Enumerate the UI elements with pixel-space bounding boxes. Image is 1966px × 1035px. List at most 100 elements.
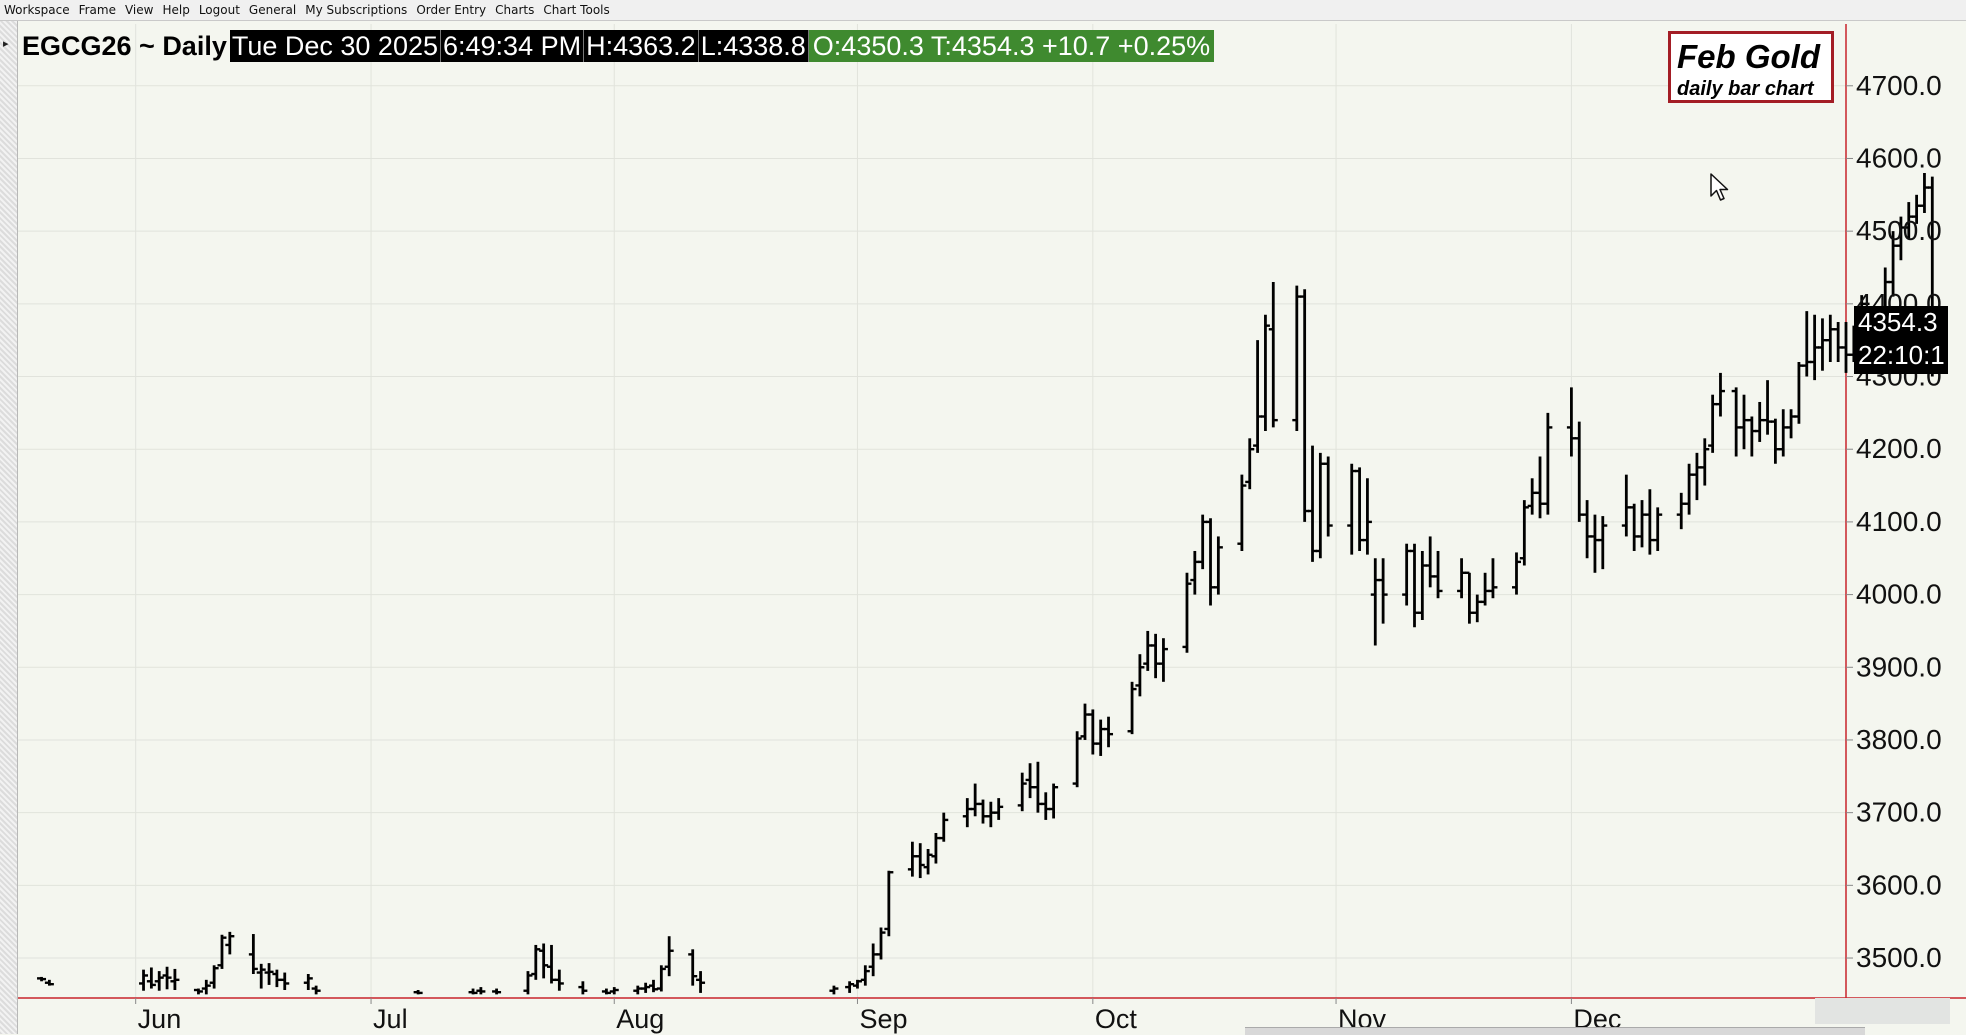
menu-item-general[interactable]: General <box>248 3 297 17</box>
header-time: 6:49:34 PM <box>441 30 585 62</box>
ohlc-bar <box>476 987 486 995</box>
ohlc-bar <box>868 943 878 977</box>
ohlc-bar <box>1025 763 1035 799</box>
ohlc-bar <box>546 944 556 984</box>
ohlc-bar <box>633 985 643 995</box>
ohlc-bar <box>578 981 588 995</box>
ohlc-bar <box>1245 438 1255 490</box>
menu-item-logout[interactable]: Logout <box>198 3 240 17</box>
header-low: L:4338.8 <box>698 30 809 62</box>
ohlc-bar <box>860 965 870 986</box>
menu-item-help[interactable]: Help <box>162 3 190 17</box>
menu-item-frame[interactable]: Frame <box>78 3 116 17</box>
ohlc-bar <box>1480 572 1490 606</box>
ohlc-bar <box>601 988 611 995</box>
ohlc-bar <box>523 971 533 995</box>
ohlc-bar <box>931 833 941 864</box>
ohlc-bar <box>994 798 1004 820</box>
ohlc-bar <box>1072 731 1082 788</box>
menu-item-charts[interactable]: Charts <box>495 3 535 17</box>
header-date: Tue Dec 30 2025 <box>229 30 441 62</box>
ohlc-bar <box>1582 500 1592 559</box>
ohlc-bar <box>1253 340 1263 453</box>
ohlc-bar <box>1033 761 1043 813</box>
ohlc-bar <box>1315 452 1325 559</box>
ohlc-bar <box>1323 456 1333 537</box>
ohlc-bar <box>37 976 47 982</box>
ohlc-bar <box>1794 361 1804 424</box>
x-tick-label: Jul <box>373 1004 408 1034</box>
ohlc-bar <box>1308 445 1318 562</box>
menu-item-my-subscriptions[interactable]: My Subscriptions <box>305 3 408 17</box>
ohlc-bar <box>1770 418 1780 464</box>
ohlc-bar <box>1425 536 1435 588</box>
collapse-arrow-icon[interactable]: ▸ <box>3 38 9 50</box>
chart-subtitle: daily bar chart <box>1677 78 1814 100</box>
ohlc-bar <box>1535 456 1545 519</box>
menu-item-workspace[interactable]: Workspace <box>4 3 70 17</box>
menu-bar: Workspace Frame View Help Logout General My Su… <box>0 0 1966 21</box>
bottom-status-strip <box>1245 1027 1865 1035</box>
bar-countdown: 22:10:1 <box>1858 340 1945 370</box>
y-tick-label: 4100.0 <box>1856 506 1942 537</box>
mouse-pointer-icon <box>1710 173 1729 201</box>
ohlc-bar <box>1810 314 1820 381</box>
ohlc-bar <box>1213 536 1223 595</box>
ohlc-bar <box>1049 783 1059 819</box>
ohlc-bar <box>264 963 274 985</box>
ohlc-bar <box>884 870 894 937</box>
ohlc-bar <box>492 988 502 995</box>
last-price: 4354.3 <box>1858 307 1938 337</box>
menu-item-order-entry[interactable]: Order Entry <box>416 3 487 17</box>
ohlc-bar <box>1378 558 1388 624</box>
x-tick-label: Sep <box>859 1004 907 1034</box>
ohlc-bar <box>1598 516 1608 570</box>
ohlc-bar <box>923 848 933 875</box>
ohlc-bar <box>1637 500 1647 548</box>
ohlc-bar <box>1739 394 1749 450</box>
ohlc-bar <box>970 783 980 817</box>
ohlc-bar <box>1527 478 1537 515</box>
ohlc-bar <box>1143 630 1153 671</box>
ohlc-bar <box>1629 503 1639 551</box>
menu-item-view[interactable]: View <box>124 3 154 17</box>
ohlc-bar <box>139 969 149 991</box>
y-tick-label: 4500.0 <box>1856 215 1942 246</box>
ohlc-bar <box>1347 463 1357 555</box>
ohlc-bar <box>1488 558 1498 599</box>
ohlc-bar <box>272 969 282 988</box>
ohlc-bar <box>648 979 658 993</box>
menu-item-chart-tools[interactable]: Chart Tools <box>543 3 610 17</box>
left-gutter[interactable]: ▸ <box>0 21 18 1034</box>
ohlc-bar <box>1841 322 1851 373</box>
ohlc-bar <box>978 799 988 824</box>
symbol-label: EGCG26 ~ Daily <box>22 31 227 61</box>
y-tick-label: 3700.0 <box>1856 797 1942 828</box>
ohlc-bar <box>1825 314 1835 362</box>
ohlc-bar <box>1755 401 1765 442</box>
x-tick-label: Oct <box>1095 1004 1138 1034</box>
ohlc-bar <box>1206 518 1216 606</box>
ohlc-bar <box>1566 387 1576 457</box>
ohlc-bar <box>1574 421 1584 522</box>
ohlc-bar <box>1472 594 1482 623</box>
ohlc-bar <box>1127 681 1137 735</box>
ohlc-bar <box>1590 514 1600 573</box>
ohlc-bar <box>907 841 917 877</box>
y-tick-label: 4000.0 <box>1856 579 1942 610</box>
x-tick-label: Aug <box>616 1004 664 1034</box>
header-open-trade-change: O:4350.3 T:4354.3 +10.7 +0.25% <box>808 30 1215 62</box>
ohlc-bar <box>531 944 541 980</box>
ohlc-bar <box>609 987 619 995</box>
horizontal-scrollbar[interactable] <box>1815 998 1950 1024</box>
ohlc-bar <box>539 943 549 979</box>
ohlc-bar <box>413 990 423 995</box>
ohlc-bar <box>664 936 674 977</box>
ohlc-bar <box>256 963 266 989</box>
ohlc-bar <box>1151 633 1161 679</box>
ohlc-bar <box>641 982 651 993</box>
ohlc-bar <box>1104 716 1114 748</box>
ohlc-bar <box>1621 474 1631 537</box>
ohlc-bar <box>1260 314 1270 432</box>
